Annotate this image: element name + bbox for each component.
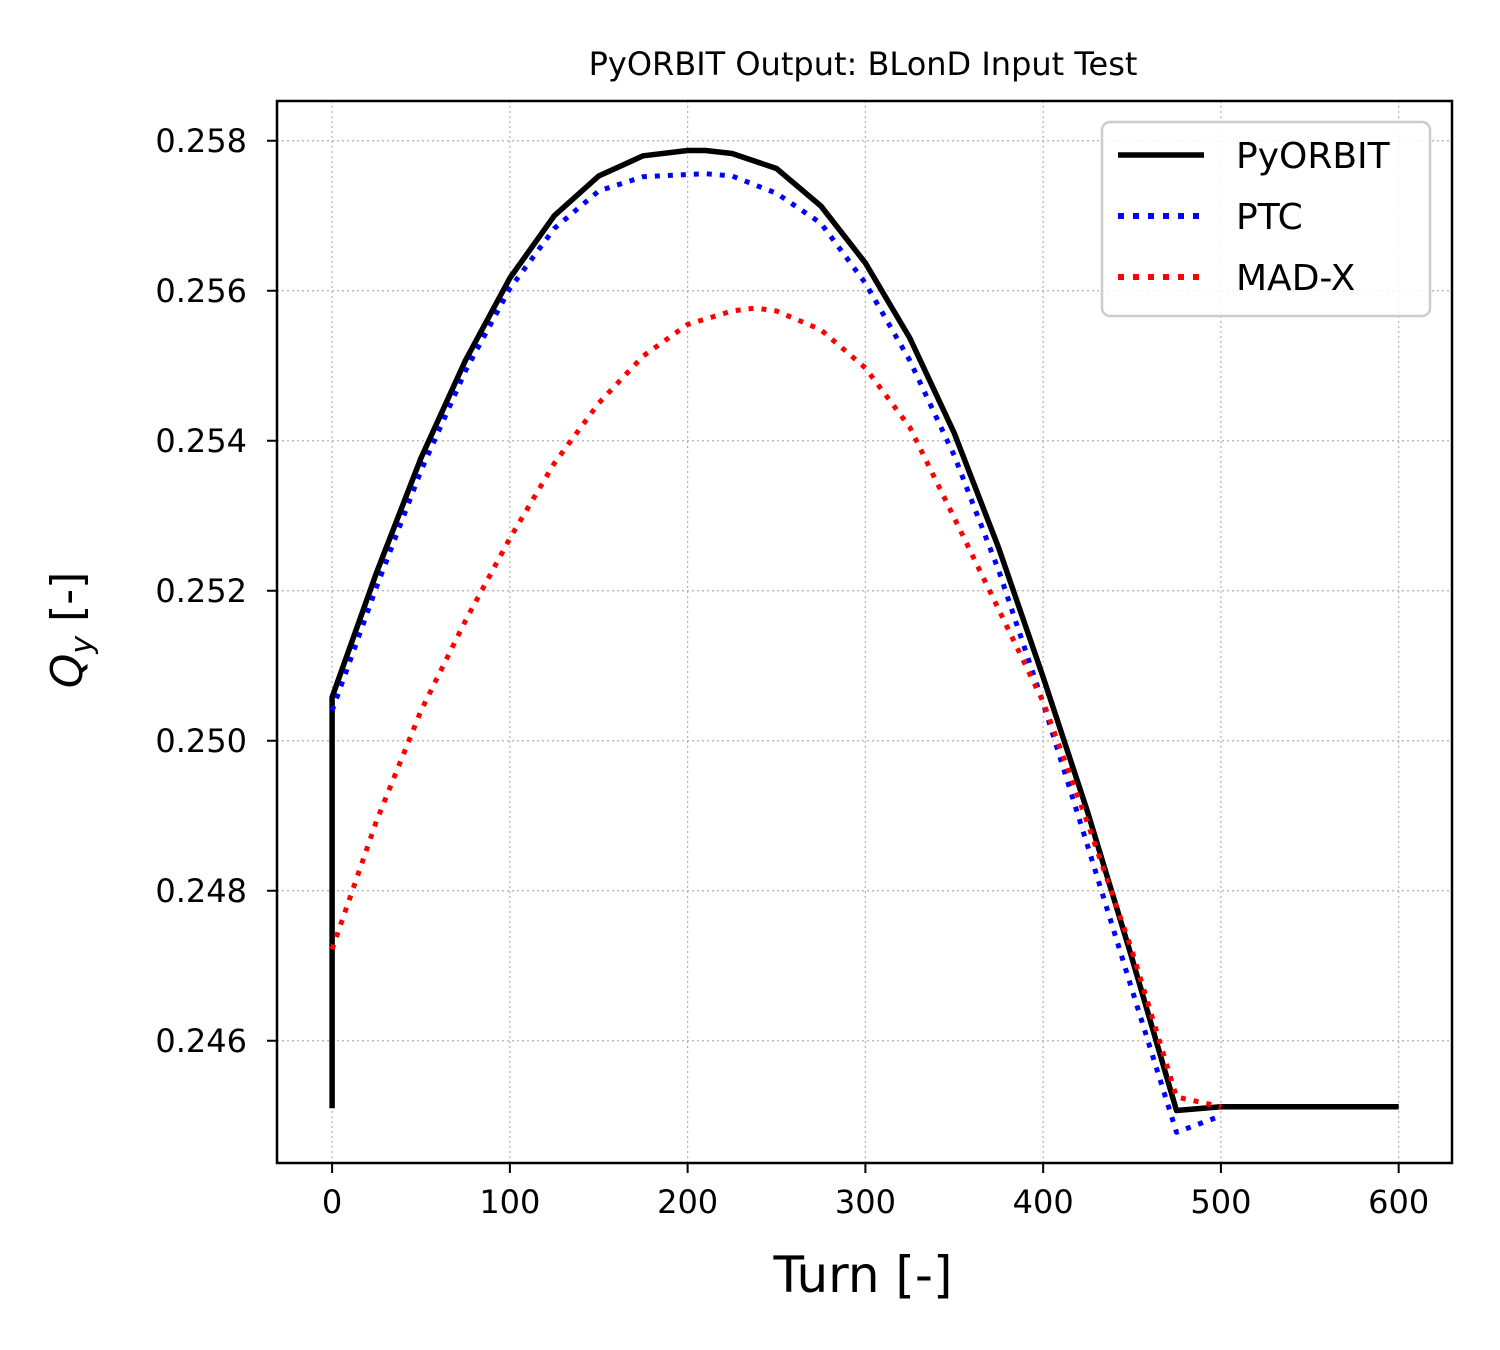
y-axis-label-unit: [-] — [42, 572, 93, 636]
x-tick-label: 300 — [835, 1183, 896, 1221]
y-tick-label: 0.256 — [155, 272, 247, 310]
data-series — [329, 147, 1399, 1135]
x-tick-label: 600 — [1368, 1183, 1429, 1221]
y-tick-label: 0.248 — [155, 872, 247, 910]
x-tick-label: 0 — [322, 1183, 342, 1221]
x-tick-label: 500 — [1190, 1183, 1251, 1221]
series-line-pyorbit — [329, 147, 1399, 1114]
y-axis-label-symbol: Q — [42, 654, 93, 689]
x-tick-label: 400 — [1013, 1183, 1074, 1221]
x-tick-label: 100 — [479, 1183, 540, 1221]
legend-box — [1100, 120, 1432, 318]
y-tick-label: 0.252 — [155, 572, 247, 610]
y-tick-label: 0.246 — [155, 1022, 247, 1060]
y-tick-label: 0.258 — [155, 122, 247, 160]
grid-lines — [277, 101, 1452, 1163]
y-tick-label: 0.250 — [155, 722, 247, 760]
legend-label: MAD-X — [1236, 258, 1355, 299]
x-axis-label: Turn [-] — [773, 1246, 953, 1304]
axis-ticks: 0 100 200 300 400 500 600 0.246 0.248 0.250 0.252 0… — [155, 122, 1429, 1221]
y-axis-label-subscript: y — [65, 635, 100, 655]
series-line-mad-x — [329, 305, 1222, 1110]
chart-title: PyORBIT Output: BLonD Input Test — [589, 45, 1138, 83]
legend: PyORBIT PTC MAD-X — [1100, 120, 1432, 318]
y-axis-label: Qy [-] — [42, 572, 100, 689]
y-tick-label: 0.254 — [155, 422, 247, 460]
legend-label: PTC — [1236, 197, 1303, 238]
x-tick-label: 200 — [657, 1183, 718, 1221]
legend-label: PyORBIT — [1236, 136, 1391, 177]
